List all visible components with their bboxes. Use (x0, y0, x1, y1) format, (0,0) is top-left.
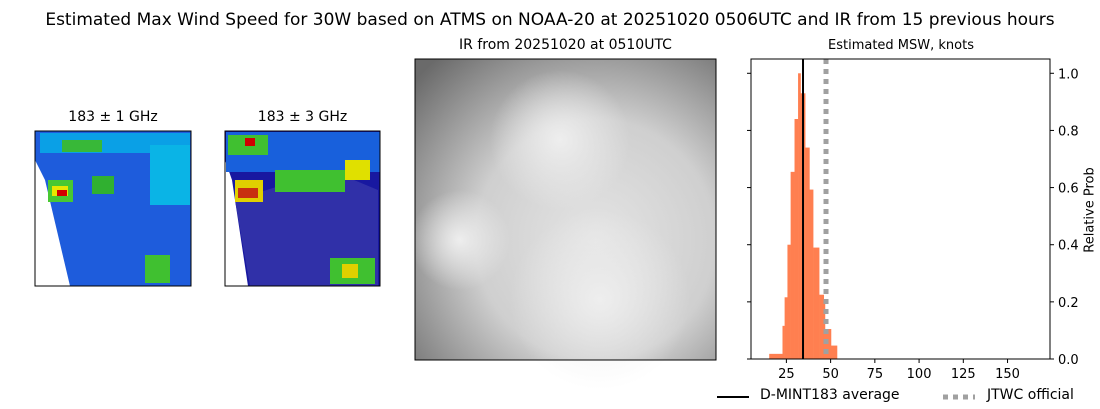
ir-title: IR from 20251020 at 0510UTC (459, 37, 672, 53)
histogram-bar (769, 353, 783, 359)
mw-183-3ghz-image (224, 130, 381, 287)
ir-image (410, 58, 717, 390)
y-tick-label: 1.0 (1058, 67, 1079, 82)
histogram-bar (798, 73, 801, 360)
histogram-bar (803, 93, 806, 360)
histogram-bar (782, 325, 785, 359)
x-tick-label: 100 (907, 367, 932, 382)
legend-average-label: D-MINT183 average (760, 387, 900, 403)
histogram-bar (809, 189, 814, 359)
histogram-bar (800, 93, 804, 360)
x-tick-label: 150 (995, 367, 1020, 382)
histogram-plot: 25 50 75 100 125 150 0.0 0.2 0.4 0.6 0.8 1.0 (747, 58, 1079, 382)
histogram-bar (794, 119, 799, 359)
x-tick-label: 25 (778, 367, 795, 382)
y-tick-label: 0.2 (1058, 296, 1079, 311)
mw-183-1ghz-image (34, 130, 192, 287)
x-tick-label: 75 (867, 367, 884, 382)
x-tick-label: 125 (951, 367, 976, 382)
histogram-bar (830, 345, 838, 359)
histogram-bar (805, 147, 810, 359)
figure-title: Estimated Max Wind Speed for 30W based o… (45, 10, 1055, 30)
histogram-bar (784, 297, 788, 359)
mw1-title: 183 ± 1 GHz (68, 109, 158, 125)
x-tick-label: 50 (822, 367, 839, 382)
y-tick-label: 0.8 (1058, 124, 1079, 139)
plot-frame (750, 58, 1051, 360)
chart-title: Estimated MSW, knots (828, 38, 974, 53)
histogram-bar (790, 171, 795, 359)
histogram-bar (819, 294, 825, 359)
y-tick-label: 0.4 (1058, 239, 1079, 254)
y-tick-label: 0.6 (1058, 182, 1079, 197)
legend-jtwc-label: JTWC official (987, 387, 1074, 403)
mw2-title: 183 ± 3 GHz (257, 109, 348, 125)
histogram-bar (813, 247, 820, 359)
y-tick-label: 0.0 (1058, 353, 1079, 368)
histogram-bar (787, 244, 791, 359)
